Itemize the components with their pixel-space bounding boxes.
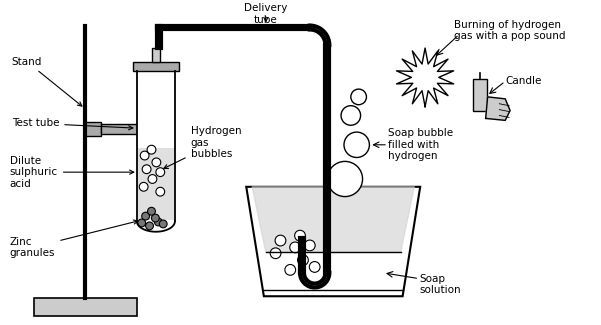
Text: Soap bubble
filled with
hydrogen: Soap bubble filled with hydrogen <box>388 128 453 162</box>
Bar <box>133 62 179 72</box>
Bar <box>34 298 137 316</box>
Text: Delivery
tube: Delivery tube <box>244 3 287 25</box>
Polygon shape <box>246 187 420 296</box>
Polygon shape <box>252 187 414 252</box>
Text: Stand: Stand <box>12 57 82 106</box>
Circle shape <box>148 207 156 215</box>
Circle shape <box>297 255 308 266</box>
Circle shape <box>310 262 320 272</box>
Text: Zinc
granules: Zinc granules <box>10 220 138 258</box>
Text: Candle: Candle <box>505 76 542 86</box>
Circle shape <box>294 230 305 241</box>
Text: Burning of hydrogen
gas with a pop sound: Burning of hydrogen gas with a pop sound <box>454 20 566 41</box>
Circle shape <box>156 168 165 176</box>
Text: Dilute
sulphuric
acid: Dilute sulphuric acid <box>10 156 134 189</box>
Text: Hydrogen
gas
bubbles: Hydrogen gas bubbles <box>164 126 241 168</box>
Circle shape <box>142 165 151 174</box>
Circle shape <box>159 220 167 228</box>
Circle shape <box>145 222 153 230</box>
Circle shape <box>156 187 165 196</box>
Circle shape <box>154 218 162 226</box>
Text: Soap
solution: Soap solution <box>419 274 461 295</box>
Circle shape <box>328 162 362 197</box>
Bar <box>85 122 100 136</box>
Circle shape <box>351 89 367 105</box>
Bar <box>152 48 160 62</box>
Polygon shape <box>486 97 510 120</box>
Circle shape <box>344 132 370 158</box>
Polygon shape <box>397 48 454 107</box>
Circle shape <box>285 265 296 275</box>
Circle shape <box>290 242 300 253</box>
Text: Test tube: Test tube <box>12 118 133 130</box>
Circle shape <box>275 235 286 246</box>
Polygon shape <box>137 221 175 232</box>
Polygon shape <box>137 72 175 221</box>
Circle shape <box>148 175 157 183</box>
Circle shape <box>341 106 361 125</box>
Bar <box>473 79 487 110</box>
Circle shape <box>270 248 281 259</box>
Circle shape <box>138 219 145 227</box>
Circle shape <box>139 182 148 191</box>
Circle shape <box>305 240 315 251</box>
Circle shape <box>140 151 149 160</box>
Bar <box>138 148 174 220</box>
Circle shape <box>152 158 160 167</box>
Circle shape <box>147 145 156 154</box>
Circle shape <box>151 214 159 222</box>
Circle shape <box>142 212 150 220</box>
Bar <box>100 124 140 134</box>
